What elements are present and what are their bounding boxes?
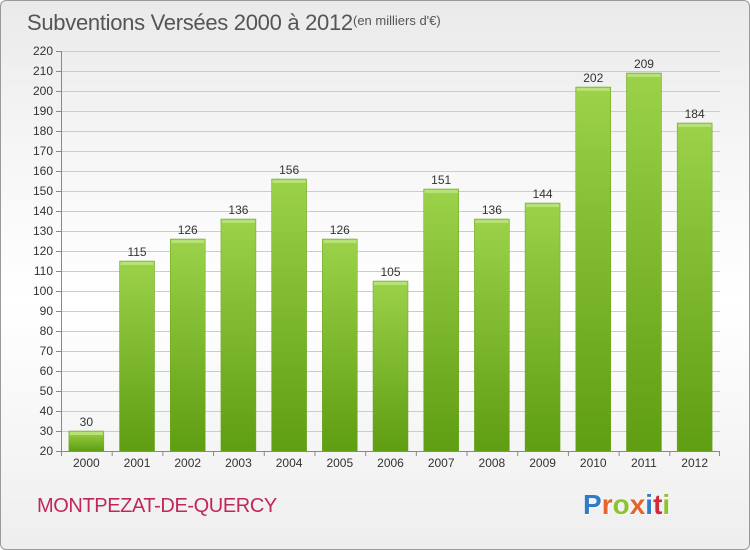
y-tick-label: 90 — [40, 304, 54, 318]
logo-letter: t — [653, 489, 662, 520]
chart-frame: Subventions Versées 2000 à 2012 (en mill… — [0, 0, 750, 550]
x-tick-label: 2010 — [580, 456, 607, 470]
x-tick-label: 2005 — [326, 456, 353, 470]
bar-highlight — [425, 190, 458, 193]
y-tick-label: 130 — [33, 224, 53, 238]
data-label-2001: 115 — [127, 245, 146, 259]
logo-letter: P — [583, 489, 602, 520]
x-tick-label: 2003 — [225, 456, 252, 470]
bar-highlight — [475, 220, 508, 223]
y-tick-label: 210 — [33, 64, 53, 78]
data-label-2003: 136 — [228, 203, 248, 217]
x-tick-labels: 2000 2001 2002 2003 2004 2005 2006 2007 2008 2009… — [62, 451, 720, 470]
x-tick-label: 2001 — [124, 456, 151, 470]
bar-highlight — [627, 74, 660, 77]
bar-2005 — [322, 239, 357, 451]
bar-highlight — [323, 240, 356, 243]
proxiti-logo[interactable]: Proxiti — [583, 489, 670, 521]
data-label-2002: 126 — [178, 223, 198, 237]
bar-2002 — [170, 239, 205, 451]
bar-highlight — [577, 88, 610, 91]
data-label-2004: 156 — [279, 163, 299, 177]
data-label-2011: 209 — [634, 57, 654, 71]
data-label-2008: 136 — [482, 203, 502, 217]
bar-highlight — [121, 262, 154, 265]
logo-letter: o — [613, 489, 630, 520]
x-tick-label: 2006 — [377, 456, 404, 470]
bar-highlight — [70, 432, 103, 435]
y-tick-label: 20 — [40, 444, 54, 458]
data-label-2012: 184 — [685, 107, 705, 121]
x-tick-label: 2004 — [276, 456, 303, 470]
bar-highlight — [171, 240, 204, 243]
bar-chart: 30 115 126 136 156 126 105 151 136 144 202 209 184 2… — [1, 1, 750, 550]
bar-highlight — [222, 220, 255, 223]
bar-2011 — [626, 73, 661, 451]
y-tick-label: 30 — [40, 424, 54, 438]
data-label-2000: 30 — [80, 415, 94, 429]
y-tick-label: 190 — [33, 104, 53, 118]
y-tick-label: 140 — [33, 204, 53, 218]
bars — [69, 73, 712, 451]
y-tick-label: 110 — [34, 264, 53, 278]
y-tick-label: 170 — [33, 144, 53, 158]
y-tick-label: 100 — [33, 284, 53, 298]
bar-2007 — [424, 189, 459, 451]
y-tick-label: 180 — [33, 124, 53, 138]
y-tick-label: 40 — [40, 404, 54, 418]
logo-letter: i — [662, 489, 670, 520]
bar-2009 — [525, 203, 560, 451]
bar-2004 — [272, 179, 307, 451]
bar-2012 — [677, 123, 712, 451]
x-tick-label: 2000 — [73, 456, 100, 470]
logo-letter: i — [645, 489, 653, 520]
y-tick-label: 220 — [33, 44, 53, 58]
y-tick-label: 150 — [33, 184, 53, 198]
bar-2006 — [373, 281, 408, 451]
x-tick-label: 2009 — [529, 456, 556, 470]
y-tick-label: 80 — [40, 324, 54, 338]
x-tick-label: 2008 — [479, 456, 506, 470]
y-tick-label: 50 — [40, 384, 54, 398]
x-tick-label: 2012 — [681, 456, 708, 470]
x-tick-label: 2002 — [174, 456, 201, 470]
bar-2001 — [120, 261, 155, 451]
y-tick-label: 160 — [33, 164, 53, 178]
bar-highlight — [678, 124, 711, 127]
commune-name: MONTPEZAT-DE-QUERCY — [37, 495, 277, 518]
bar-2003 — [221, 219, 256, 451]
y-tick-label: 70 — [40, 344, 54, 358]
logo-letter: x — [630, 489, 646, 520]
data-label-2007: 151 — [431, 173, 451, 187]
data-label-2010: 202 — [583, 71, 603, 85]
data-label-2005: 126 — [330, 223, 350, 237]
logo-letter: r — [602, 489, 613, 520]
y-tick-labels: 20 30 40 50 60 70 80 90 100 110 120 130 140 150 160 170… — [33, 44, 53, 458]
y-tick-label: 200 — [33, 84, 53, 98]
y-tick-label: 120 — [33, 244, 53, 258]
bar-highlight — [273, 180, 306, 183]
bar-2010 — [576, 87, 611, 451]
x-tick-label: 2007 — [428, 456, 455, 470]
data-label-2009: 144 — [533, 187, 553, 201]
bar-highlight — [374, 282, 407, 285]
y-tick-label: 60 — [40, 364, 54, 378]
x-tick-label: 2011 — [631, 456, 657, 470]
bar-highlight — [526, 204, 559, 207]
bar-2008 — [474, 219, 509, 451]
data-label-2006: 105 — [380, 265, 400, 279]
